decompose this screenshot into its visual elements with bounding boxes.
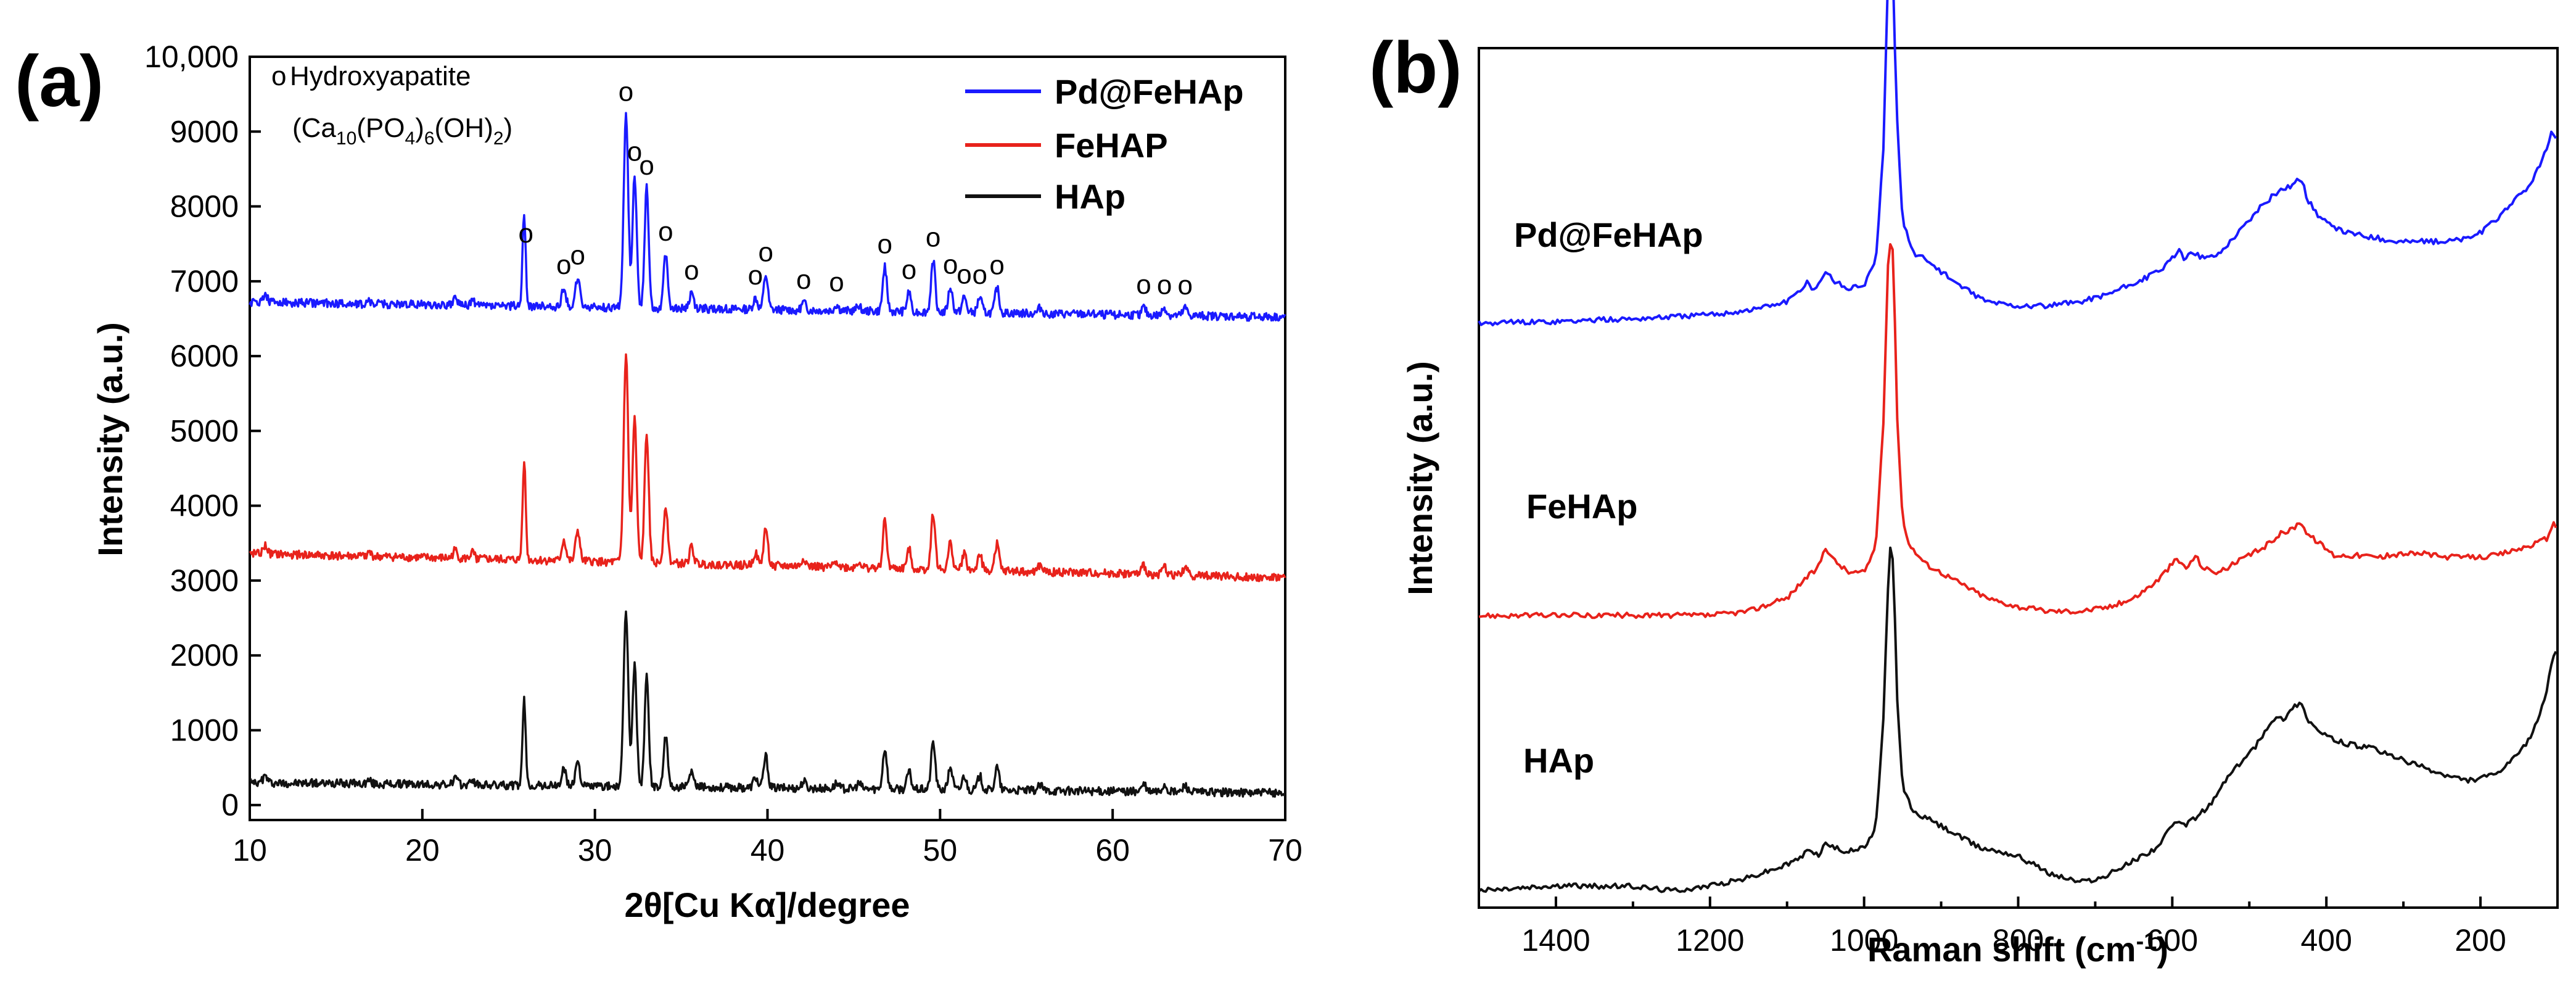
x-axis-title-b: Raman shift (cm-1) (1867, 929, 2168, 969)
x-tick-label-a: 50 (923, 833, 958, 868)
y-tick-label-a: 2000 (170, 638, 239, 673)
plot-frame-b (1478, 47, 2559, 909)
x-tick-label-b: 1400 (1521, 923, 1590, 958)
peak-marker: o (878, 230, 892, 260)
x-tick-label-a: 20 (405, 833, 440, 868)
annotation-formula: (Ca10(PO4)6(OH)2) (292, 113, 512, 149)
peak-marker: o (829, 267, 844, 297)
peak-marker: o (658, 217, 673, 247)
peak-marker: o (972, 260, 987, 290)
peak-marker: o (684, 255, 699, 286)
panel-b-raman: (b) 1400 1200 1000 800 600 400 200 Pd@FeHAp Fe… (1369, 0, 2559, 969)
y-tick-label-a: 7000 (170, 264, 239, 299)
y-axis-title-b: Intensity (a.u.) (1401, 361, 1439, 595)
peak-marker: o (957, 259, 971, 289)
peak-marker: o (902, 255, 916, 285)
series-line-fehap (249, 353, 1286, 582)
y-tick-label-a: 8000 (170, 189, 239, 224)
raman-line-fehap (1478, 243, 2557, 619)
panel-label-b: (b) (1369, 27, 1462, 109)
x-tick-label-a: 70 (1268, 833, 1302, 868)
legend-label-fehap: FeHAP (1055, 126, 1168, 165)
annotation-label: Hydroxyapatite (290, 61, 471, 91)
x-tick-label-a: 30 (578, 833, 612, 868)
raman-line-hap (1478, 546, 2557, 893)
series-line-pd-fehap (249, 112, 1286, 322)
x-tick-label-b: 600 (2147, 923, 2198, 958)
peak-marker: o (1177, 270, 1192, 300)
peak-marker: o (796, 265, 811, 295)
legend-label-hap: HAp (1055, 177, 1125, 216)
peak-marker: o (748, 260, 763, 291)
raman-series-group (1478, 0, 2557, 893)
peak-marker: o (639, 151, 654, 181)
peak-marker: o (570, 241, 585, 271)
peak-marker: o (518, 218, 533, 249)
peak-marker: o (989, 251, 1004, 281)
raman-line-pd-fehap (1478, 0, 2557, 326)
y-axis-title-a: Intensity (a.u.) (91, 322, 130, 557)
x-tick-label-a: 60 (1095, 833, 1130, 868)
series-label-fehap: FeHAp (1526, 487, 1637, 526)
peak-marker: o (619, 77, 633, 107)
peak-marker: o (1136, 270, 1151, 300)
peak-marker: o (1157, 270, 1172, 300)
peak-marker: o (627, 137, 642, 167)
x-tick-label-b: 400 (2300, 923, 2352, 958)
y-tick-label-a: 6000 (170, 339, 239, 373)
peak-marker: o (926, 222, 940, 252)
legend-label-pd-fehap: Pd@FeHAp (1055, 72, 1244, 111)
x-tick-label-b: 800 (1993, 923, 2044, 958)
axis-ticks-a: 10 20 30 40 50 60 70 0 1000 2000 3000 4000 5000 6000 7… (144, 39, 1302, 868)
peak-marker: o (943, 250, 958, 280)
series-label-hap: HAp (1523, 741, 1594, 780)
y-tick-label-a: 5000 (170, 413, 239, 448)
y-tick-label-a: 9000 (170, 114, 239, 149)
x-tick-label-b: 1000 (1830, 923, 1898, 958)
annotation-marker: o (271, 61, 286, 91)
y-tick-label-a: 4000 (170, 489, 239, 523)
y-tick-label-a: 10,000 (144, 39, 239, 74)
plot-frame-a (249, 56, 1286, 821)
x-tick-label-b: 1200 (1676, 923, 1744, 958)
y-tick-label-a: 1000 (170, 713, 239, 747)
panel-label-a: (a) (15, 41, 104, 122)
x-tick-label-a: 10 (232, 833, 267, 868)
series-line-hap (249, 610, 1286, 798)
axis-ticks-b: 1400 1200 1000 800 600 400 200 (1478, 897, 2559, 958)
y-tick-label-a: 3000 (170, 563, 239, 598)
peak-marker: o (556, 250, 571, 280)
y-tick-label-a: 0 (221, 788, 239, 822)
peak-marker: o (758, 238, 773, 268)
series-label-pd-fehap: Pd@FeHAp (1514, 215, 1703, 254)
xrd-series-group (249, 112, 1286, 798)
legend-a: Pd@FeHAp FeHAP HAp (965, 72, 1244, 216)
x-tick-label-b: 200 (2455, 923, 2506, 958)
x-tick-label-a: 40 (751, 833, 785, 868)
x-axis-title-a: 2θ[Cu Kα]/degree (625, 885, 910, 924)
